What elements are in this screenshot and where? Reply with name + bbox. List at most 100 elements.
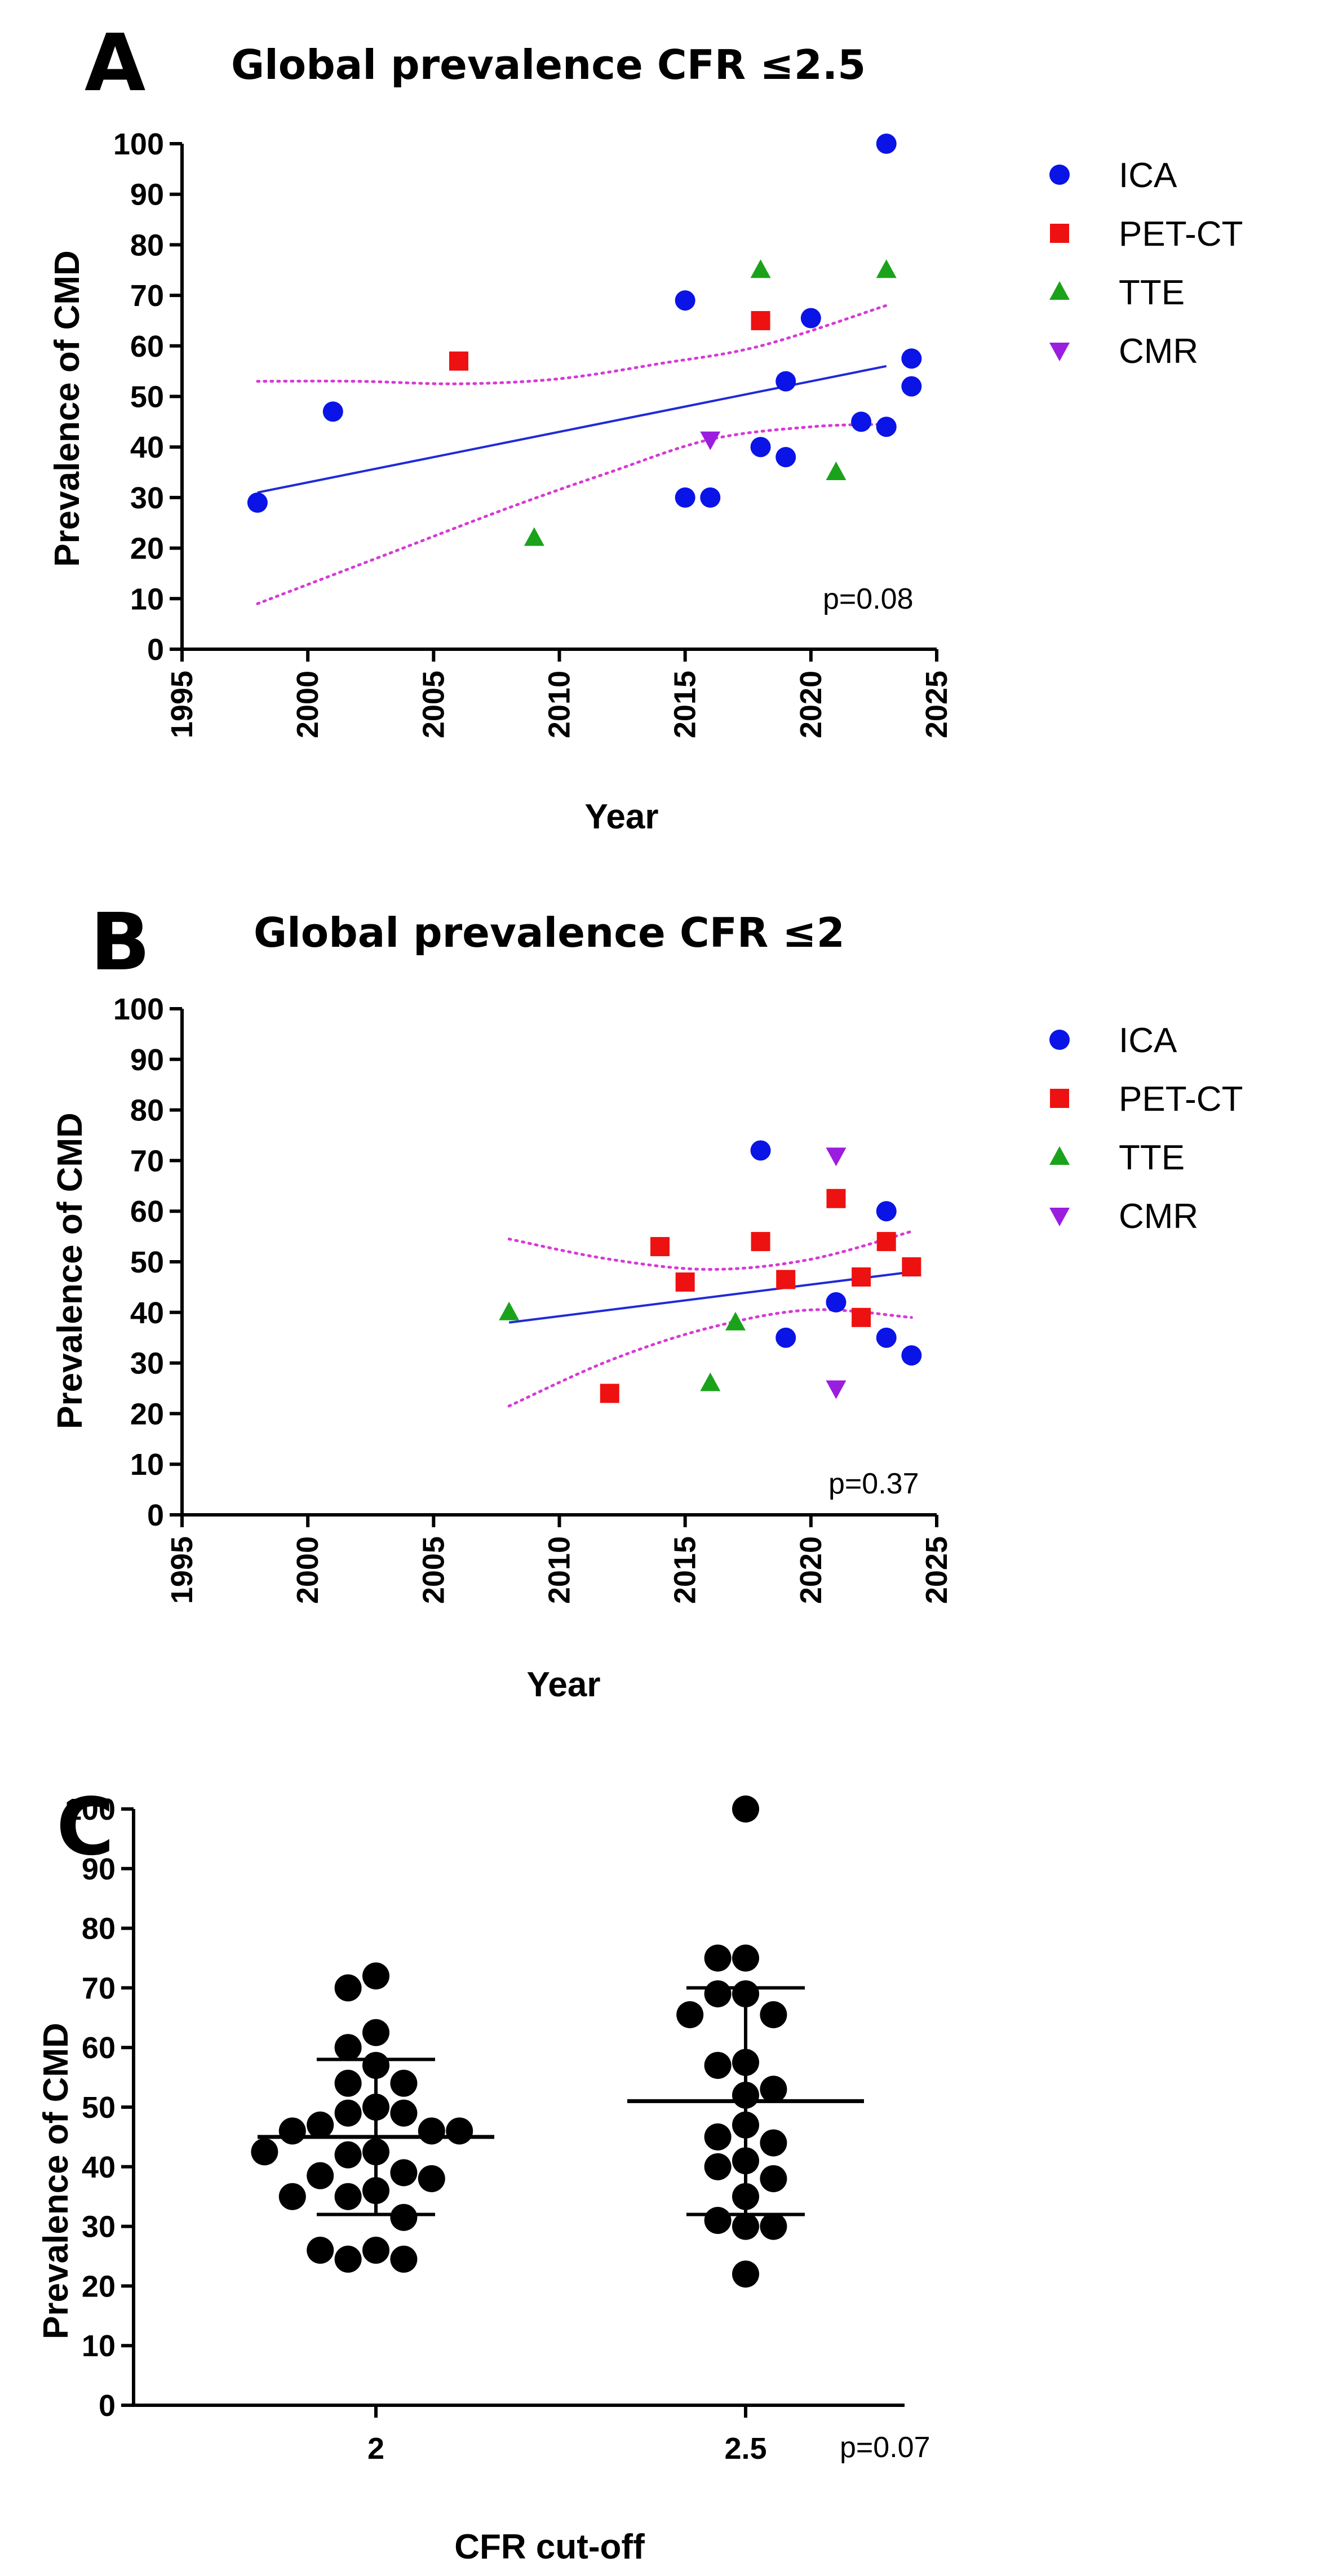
- panel-a-point-ica: [322, 401, 343, 422]
- panel-c-point-group-2: [278, 2117, 306, 2145]
- panel-c-point-group-2-5: [760, 2213, 787, 2240]
- panel-a-point-ica: [901, 348, 922, 369]
- panel-c-point-group-2-5: [704, 2153, 732, 2180]
- panel-a-y-tick-label: 30: [130, 481, 164, 515]
- panel-b-point-ica: [775, 1327, 796, 1348]
- panel-b-point-ica: [901, 1345, 922, 1366]
- panel-b-x-tick-label: 2010: [543, 1536, 577, 1604]
- panel-a-chart: A Global prevalence CFR ≤2.5 0 10 20 30 40 50…: [48, 17, 1243, 836]
- panel-a-point-ica: [775, 371, 796, 392]
- panel-a-legend-marker-tte: [1049, 281, 1070, 300]
- panel-b-y-tick-label: 90: [130, 1043, 164, 1077]
- panel-c-y-tick-label: 70: [82, 1971, 116, 2005]
- panel-a-ci-upper-line: [256, 304, 888, 385]
- panel-a-point-ica: [700, 487, 721, 508]
- panel-a-x-tick-label: 2010: [543, 671, 577, 738]
- panel-c-point-group-2: [390, 2203, 418, 2231]
- panel-b-regression-line: [508, 1270, 912, 1324]
- panel-a-point-ica: [876, 134, 897, 154]
- panel-c-point-group-2: [334, 2183, 362, 2210]
- panel-c-point-group-2: [251, 2138, 278, 2166]
- panel-b-y-tick-label: 60: [130, 1195, 164, 1229]
- panel-b-point-ica: [826, 1292, 847, 1313]
- panel-c-y-tick-label: 80: [82, 1912, 116, 1946]
- panel-a-p-value: p=0.08: [823, 583, 914, 615]
- panel-a-y-tick-label: 20: [130, 532, 164, 566]
- panel-b-xlabel: Year: [526, 1665, 600, 1704]
- panel-b-point-pet-ct: [600, 1384, 619, 1403]
- panel-c-chart: C 0 10 20 30 40 50 60 70 80 90 100 2 2.5 CFR cut-off…: [37, 1781, 930, 2566]
- panel-c-point-group-2-5: [704, 2207, 732, 2234]
- panel-a-point-ica: [851, 411, 872, 432]
- panel-b-point-tte: [725, 1311, 746, 1331]
- panel-b-point-cmr: [826, 1147, 847, 1167]
- panel-a-xlabel: Year: [584, 797, 658, 836]
- panel-a-x-tick-label: 2020: [794, 671, 828, 738]
- panel-c-point-group-2: [334, 2141, 362, 2169]
- panel-b-x-tick-label: 2020: [794, 1536, 828, 1604]
- panel-c-point-group-2-5: [676, 2001, 704, 2029]
- panel-b-legend-marker-ica: [1049, 1030, 1070, 1050]
- panel-a-title: Global prevalence CFR ≤2.5: [231, 41, 866, 88]
- panel-c-point-group-2-5: [732, 1795, 759, 1823]
- panel-a-legend-marker-ica: [1049, 165, 1070, 185]
- panel-a-x-tick-label: 1995: [165, 671, 199, 738]
- panel-a-point-cmr: [700, 431, 721, 450]
- panel-a-y-tick-label: 90: [130, 178, 164, 212]
- panel-c-point-group-2: [307, 2111, 334, 2139]
- panel-a-legend-label-cmr: CMR: [1119, 332, 1198, 371]
- panel-b-legend-marker-tte: [1049, 1146, 1070, 1165]
- panel-a-point-tte: [826, 462, 847, 481]
- panel-c-point-group-2: [418, 2117, 445, 2145]
- panel-c-point-group-2: [390, 2159, 418, 2187]
- panel-c-xlabel: CFR cut-off: [454, 2528, 645, 2566]
- panel-c-point-group-2-5: [732, 2213, 759, 2240]
- panel-a-y-tick-label: 100: [113, 127, 164, 161]
- panel-b-point-ica: [876, 1327, 897, 1348]
- panel-b-point-pet-ct: [675, 1272, 695, 1292]
- panel-a-point-ica: [247, 492, 268, 513]
- panel-c-y-tick-label: 60: [82, 2031, 116, 2065]
- panel-b-ylabel: Prevalence of CMD: [51, 1112, 90, 1429]
- panel-a-point-ica: [675, 487, 695, 508]
- panel-c-point-group-2: [362, 2236, 389, 2264]
- panel-a-x-tick-label: 2005: [416, 671, 450, 738]
- panel-a-legend-label-ica: ICA: [1119, 156, 1177, 195]
- panel-c-point-group-2-5: [760, 2001, 787, 2029]
- panel-a-legend-label-pet-ct: PET-CT: [1119, 215, 1243, 254]
- panel-a-point-tte: [750, 259, 771, 278]
- panel-c-point-group-2-5: [704, 1980, 732, 2007]
- panel-c-point-group-2-5: [760, 2165, 787, 2192]
- panel-a-point-ica: [876, 416, 897, 437]
- panel-c-letter: C: [56, 1781, 114, 1873]
- panel-c-plot-area: 0 10 20 30 40 50 60 70 80 90 100 2 2.5: [65, 1793, 905, 2466]
- panel-b-point-pet-ct: [650, 1237, 670, 1257]
- panel-c-point-group-2: [418, 2165, 445, 2192]
- panel-a-letter: A: [85, 17, 145, 109]
- panel-b-legend-marker-cmr: [1049, 1208, 1070, 1226]
- panel-a-y-tick-label: 60: [130, 330, 164, 363]
- panel-c-point-group-2: [390, 2245, 418, 2273]
- panel-b-ci-upper-line: [507, 1230, 913, 1271]
- panel-c-point-group-2: [390, 2099, 418, 2127]
- panel-b-y-tick-label: 0: [147, 1498, 164, 1532]
- panel-b-x-tick-label: 2015: [668, 1536, 702, 1604]
- panel-c-y-tick-label: 40: [82, 2151, 116, 2184]
- panel-c-point-group-2: [307, 2236, 334, 2264]
- panel-b-point-pet-ct: [852, 1307, 871, 1327]
- panel-b-plot-area: 0 10 20 30 40 50 60 70 80 90 100 1995 2000 2005 2010 20…: [113, 992, 954, 1604]
- panel-b-y-tick-label: 40: [130, 1296, 164, 1330]
- panel-b-y-tick-label: 20: [130, 1397, 164, 1431]
- panel-a-legend-marker-cmr: [1049, 343, 1070, 361]
- panel-b-point-pet-ct: [902, 1257, 921, 1276]
- panel-b-point-ica: [750, 1140, 771, 1161]
- panel-b-point-tte: [499, 1301, 520, 1320]
- panel-a-point-ica: [800, 308, 821, 329]
- panel-a-y-tick-label: 10: [130, 582, 164, 616]
- panel-a-y-tick-label: 70: [130, 279, 164, 313]
- panel-b-x-tick-label: 2005: [416, 1536, 450, 1604]
- panel-a-point-ica: [901, 376, 922, 397]
- panel-b-point-tte: [700, 1372, 721, 1391]
- panel-c-y-tick-label: 50: [82, 2091, 116, 2125]
- panel-a-point-tte: [876, 259, 897, 278]
